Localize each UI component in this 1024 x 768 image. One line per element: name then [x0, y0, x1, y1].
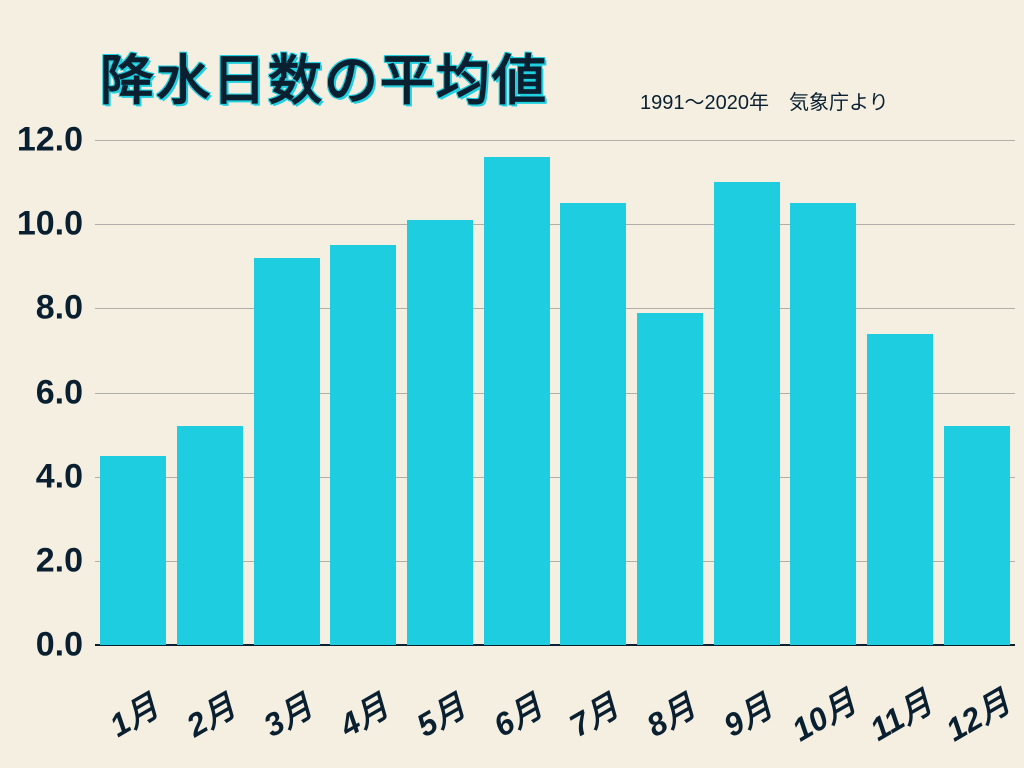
x-tick-label: 10月 — [783, 677, 865, 751]
chart-title: 降水日数の平均値 — [100, 36, 548, 115]
x-tick-label: 12月 — [936, 677, 1018, 751]
y-gridline — [95, 224, 1015, 225]
bar — [254, 258, 320, 645]
x-tick-label: 4月 — [330, 682, 396, 747]
bar — [330, 245, 396, 645]
y-tick-label: 2.0 — [36, 541, 83, 580]
x-tick-label: 9月 — [714, 682, 780, 747]
bar — [177, 426, 243, 645]
bar — [790, 203, 856, 645]
bar — [944, 426, 1010, 645]
x-tick-label: 6月 — [484, 682, 550, 747]
x-tick-label: 7月 — [560, 682, 626, 747]
bar — [100, 456, 166, 645]
bar — [714, 182, 780, 645]
y-gridline — [95, 140, 1015, 141]
x-tick-label: 3月 — [254, 682, 320, 747]
y-tick-label: 8.0 — [36, 289, 83, 328]
y-tick-label: 0.0 — [36, 626, 83, 665]
y-gridline — [95, 308, 1015, 309]
chart-subtitle: 1991〜2020年 気象庁より — [640, 86, 889, 115]
bar — [407, 220, 473, 645]
bar-chart: 0.02.04.06.08.010.012.01月2月3月4月5月6月7月8月9… — [95, 140, 1015, 645]
x-tick-label: 11月 — [860, 678, 939, 750]
y-tick-label: 10.0 — [17, 205, 83, 244]
y-tick-label: 4.0 — [36, 457, 83, 496]
bar — [867, 334, 933, 645]
y-tick-label: 6.0 — [36, 373, 83, 412]
x-tick-label: 8月 — [637, 682, 703, 747]
x-tick-label: 5月 — [407, 682, 473, 747]
y-tick-label: 12.0 — [17, 121, 83, 160]
bar — [560, 203, 626, 645]
x-tick-label: 2月 — [177, 682, 243, 747]
bar — [484, 157, 550, 645]
x-tick-label: 1月 — [100, 682, 166, 747]
bar — [637, 313, 703, 645]
